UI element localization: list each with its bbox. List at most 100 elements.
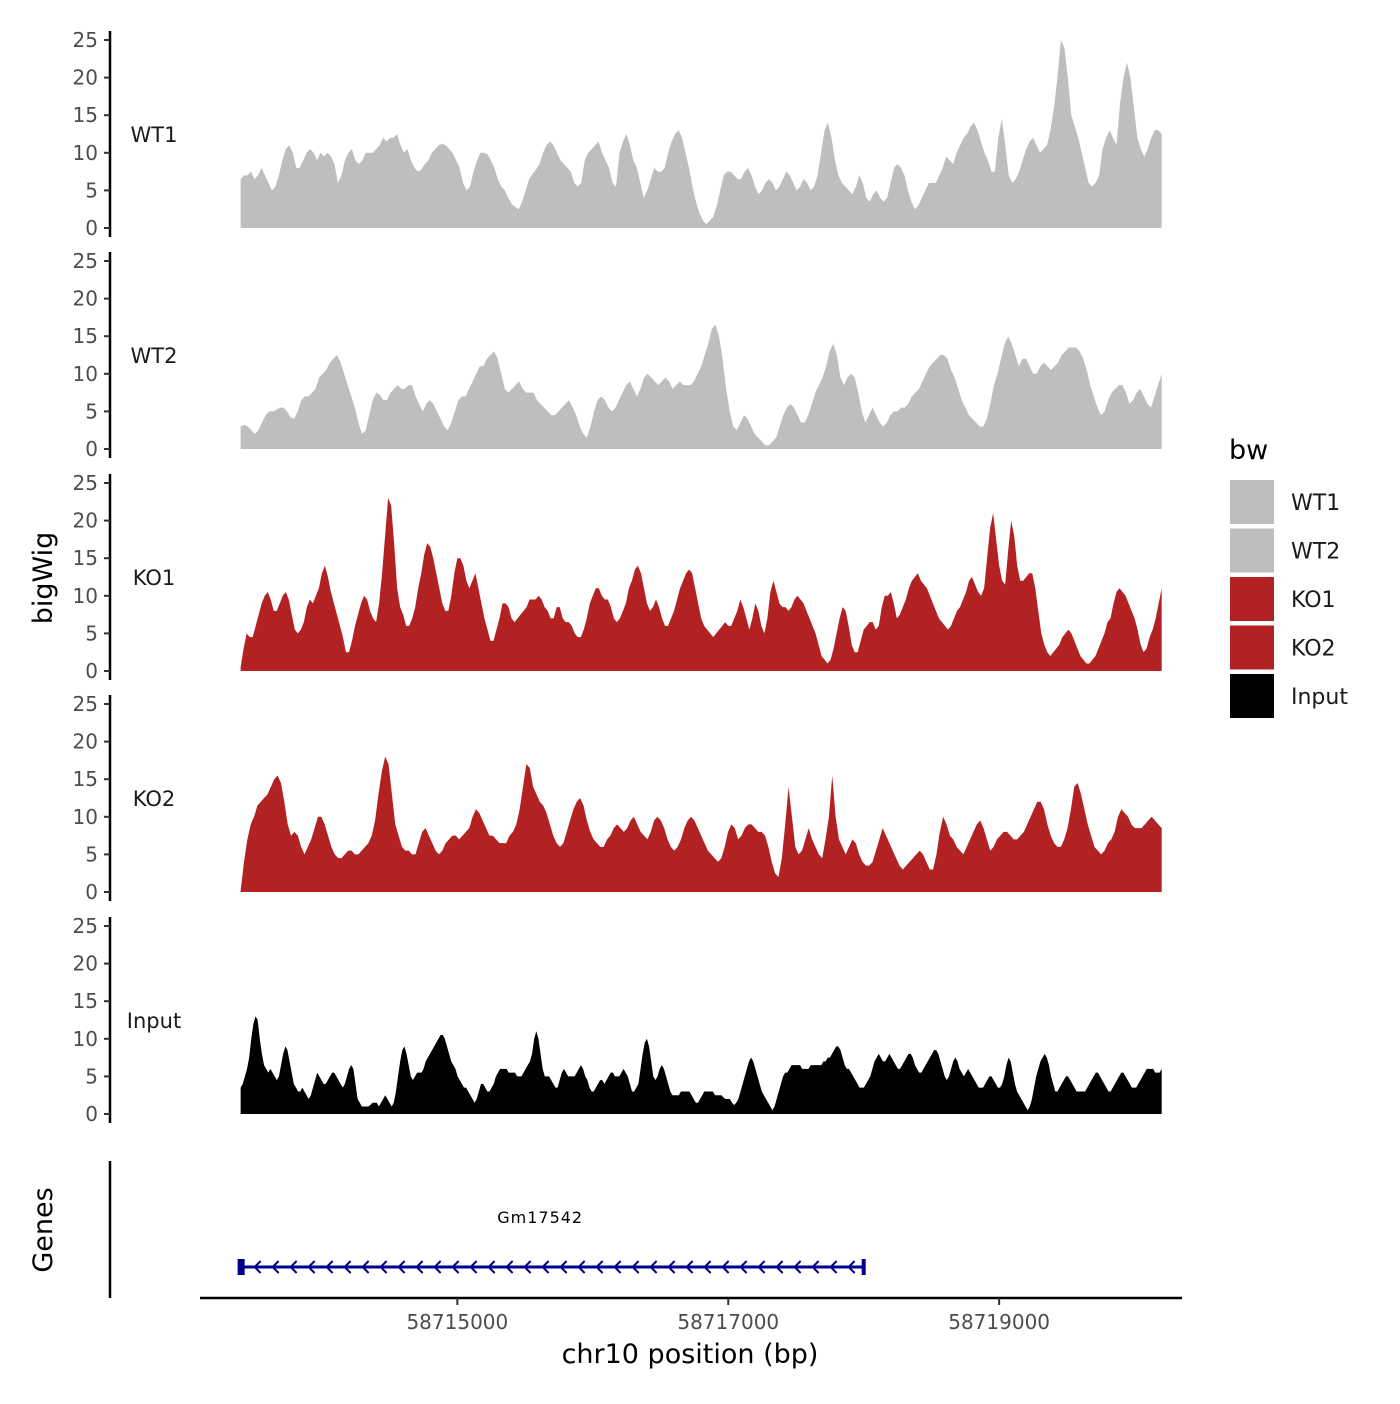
area-series-wt2: [240, 324, 1162, 449]
y-tick-label: 0: [85, 659, 98, 683]
y-tick-label: 15: [73, 767, 98, 791]
strand-arrow: [739, 1260, 748, 1274]
strand-arrow: [343, 1260, 352, 1274]
strand-arrow: [469, 1260, 478, 1274]
y-tick-label: 20: [73, 730, 98, 754]
strand-arrow: [631, 1260, 640, 1274]
y-tick-label: 5: [85, 399, 98, 423]
track-label-input: Input: [127, 1009, 181, 1033]
x-axis-title: chr10 position (bp): [562, 1339, 819, 1370]
y-tick-label: 5: [85, 178, 98, 202]
strand-arrow: [271, 1260, 280, 1274]
track-wt2: 0 5 10 15 20 25 WT2: [73, 249, 1162, 461]
y-tick-label: 20: [73, 287, 98, 311]
strand-arrow: [667, 1260, 676, 1274]
strand-arrow: [523, 1260, 532, 1274]
legend-swatch-ko2: [1230, 625, 1274, 670]
genes-axis-title: Genes: [28, 1187, 59, 1272]
gene-start-cap: [237, 1259, 245, 1275]
track-wt1: 0 5 10 15 20 25 WT1: [73, 28, 1162, 240]
strand-arrow: [811, 1260, 820, 1274]
legend-label-wt1: WT1: [1291, 491, 1340, 516]
legend-swatch-wt2: [1230, 528, 1274, 573]
strand-arrow: [325, 1260, 334, 1274]
y-tick-label: 25: [73, 471, 98, 495]
x-tick-label: 58719000: [948, 1310, 1050, 1334]
strand-arrow: [433, 1260, 442, 1274]
track-label-ko2: KO2: [133, 787, 176, 811]
y-tick-label: 15: [73, 103, 98, 127]
area-series-wt1: [240, 40, 1162, 228]
track-label-wt2: WT2: [131, 344, 178, 368]
strand-arrow: [289, 1260, 298, 1274]
strand-arrow: [541, 1260, 550, 1274]
genes-layer: Gm17542: [108, 1161, 866, 1298]
y-tick-label: 5: [85, 1064, 98, 1088]
tracks-layer: 0 5 10 15 20 25 WT1 0 5 10 15 20 25 WT2 0 5 10 15 20 25 KO1 0…: [73, 28, 1162, 1126]
y-tick-label: 25: [73, 249, 98, 273]
legend-swatch-wt1: [1230, 480, 1274, 524]
y-tick-label: 10: [73, 805, 98, 829]
strand-arrow: [559, 1260, 568, 1274]
track-input: 0 5 10 15 20 25 Input: [73, 914, 1162, 1126]
legend-label-wt2: WT2: [1291, 540, 1340, 565]
x-tick-label: 58717000: [677, 1310, 779, 1334]
area-series-input: [240, 1016, 1162, 1114]
legend-label-input: Input: [1291, 685, 1348, 710]
legend: bw WT1 WT2 KO1 KO2 Input: [1229, 435, 1348, 718]
strand-arrow: [361, 1260, 370, 1274]
legend-label-ko1: KO1: [1291, 588, 1336, 613]
strand-arrow: [829, 1260, 838, 1274]
gene-gm17542: Gm17542: [237, 1208, 866, 1275]
y-tick-label: 5: [85, 621, 98, 645]
track-label-ko1: KO1: [133, 566, 176, 590]
strand-arrow: [793, 1260, 802, 1274]
y-tick-label: 25: [73, 914, 98, 938]
strand-arrow: [253, 1260, 262, 1274]
y-tick-label: 0: [85, 1102, 98, 1126]
area-series-ko2: [240, 756, 1162, 892]
strand-arrow: [415, 1260, 424, 1274]
strand-arrow: [721, 1260, 730, 1274]
track-ko1: 0 5 10 15 20 25 KO1: [73, 471, 1162, 683]
y-tick-label: 25: [73, 692, 98, 716]
y-tick-label: 20: [73, 66, 98, 90]
y-tick-label: 10: [73, 362, 98, 386]
legend-label-ko2: KO2: [1291, 637, 1336, 662]
strand-arrow: [307, 1260, 316, 1274]
strand-arrow: [577, 1260, 586, 1274]
area-series-ko1: [240, 498, 1162, 671]
strand-arrow: [397, 1260, 406, 1274]
strand-arrow: [451, 1260, 460, 1274]
x-axis: 58715000 58717000 58719000: [200, 1296, 1182, 1334]
strand-arrow: [775, 1260, 784, 1274]
strand-arrow: [703, 1260, 712, 1274]
y-tick-label: 25: [73, 28, 98, 52]
y-tick-label: 0: [85, 437, 98, 461]
strand-arrow: [757, 1260, 766, 1274]
strand-arrow: [649, 1260, 658, 1274]
strand-arrow: [613, 1260, 622, 1274]
y-tick-label: 20: [73, 952, 98, 976]
strand-arrow: [505, 1260, 514, 1274]
y-tick-label: 20: [73, 509, 98, 533]
strand-arrow: [487, 1260, 496, 1274]
y-tick-label: 0: [85, 880, 98, 904]
x-tick-label: 58715000: [406, 1310, 508, 1334]
y-axis-title: bigWig: [28, 532, 59, 625]
strand-arrow: [379, 1260, 388, 1274]
y-tick-label: 10: [73, 584, 98, 608]
track-label-wt1: WT1: [131, 123, 178, 147]
y-tick-label: 5: [85, 842, 98, 866]
legend-swatch-input: [1230, 674, 1274, 718]
strand-arrow: [595, 1260, 604, 1274]
y-tick-label: 15: [73, 324, 98, 348]
y-tick-label: 15: [73, 989, 98, 1013]
y-tick-label: 0: [85, 216, 98, 240]
gene-label: Gm17542: [497, 1208, 583, 1227]
y-tick-label: 10: [73, 141, 98, 165]
track-ko2: 0 5 10 15 20 25 KO2: [73, 692, 1162, 904]
y-tick-label: 10: [73, 1027, 98, 1051]
